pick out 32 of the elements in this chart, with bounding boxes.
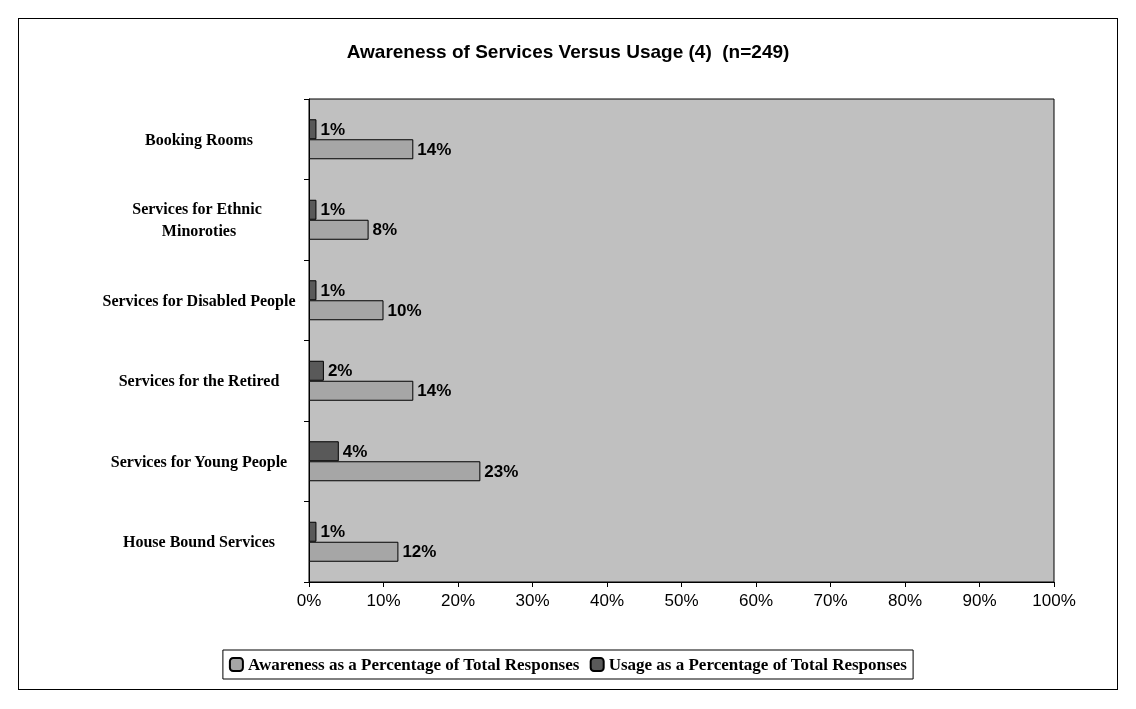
data-label: 8%: [372, 220, 398, 240]
legend-label: Usage as a Percentage of Total Responses: [608, 655, 908, 674]
data-label: 10%: [387, 300, 422, 320]
y-tick-label: Services for Young People: [110, 452, 288, 471]
data-label: 12%: [402, 542, 437, 562]
x-tick-label: 30%: [515, 591, 550, 610]
data-label: 1%: [320, 200, 346, 220]
x-tick-label: 50%: [664, 591, 699, 610]
x-tick-label: 70%: [813, 591, 848, 610]
x-tick-label: 0%: [296, 591, 322, 610]
data-label: 2%: [327, 361, 353, 381]
data-label: 1%: [320, 280, 346, 300]
data-label: 4%: [342, 441, 368, 461]
data-label: 1%: [320, 119, 346, 139]
x-tick-label: 90%: [962, 591, 997, 610]
y-tick-label: Booking Rooms: [144, 130, 254, 149]
data-label: 23%: [484, 461, 519, 481]
y-tick-label: Services for Ethnic Minoroties: [132, 200, 266, 240]
chart-title: Awareness of Services Versus Usage (4) (n=249): [346, 41, 790, 62]
data-label: 14%: [417, 139, 452, 159]
y-tick-label: House Bound Services: [122, 533, 276, 551]
x-tick-label: 100%: [1032, 591, 1076, 610]
legend-label: Awareness as a Percentage of Total Responses: [247, 655, 580, 674]
data-label: 1%: [320, 522, 346, 542]
x-tick-label: 80%: [887, 591, 923, 610]
x-tick-label: 60%: [738, 591, 774, 610]
data-label: 14%: [417, 381, 452, 401]
x-tick-label: 20%: [440, 591, 476, 610]
x-tick-label: 40%: [589, 591, 625, 610]
x-tick-label: 10%: [366, 591, 401, 610]
y-tick-label: Services for the Retired: [118, 372, 280, 390]
y-tick-label: Services for Disabled People: [102, 291, 296, 310]
